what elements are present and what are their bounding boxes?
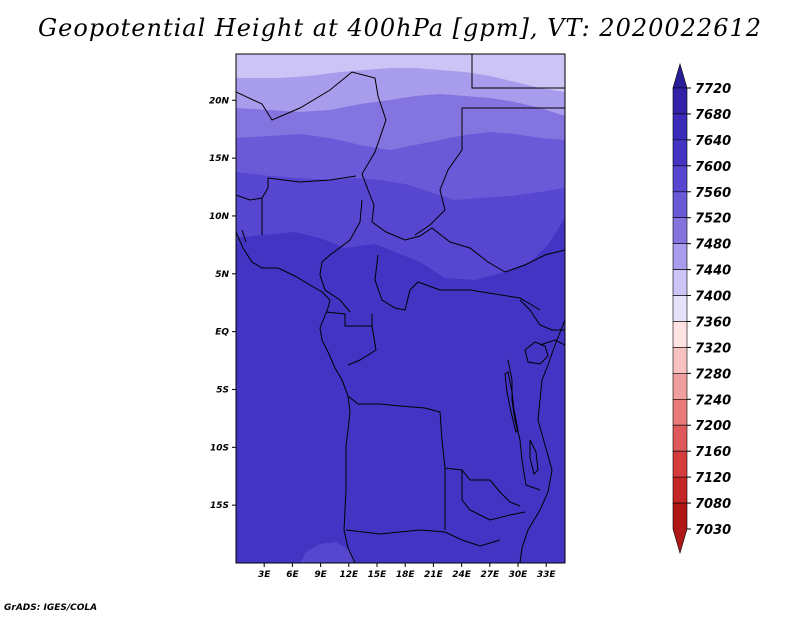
x-tick-label: 30E — [509, 570, 529, 580]
x-tick-label: 21E — [424, 570, 444, 580]
border-congo — [374, 254, 541, 311]
legend-swatch — [672, 269, 688, 296]
band-7600-south — [300, 542, 356, 563]
legend-label: 7120 — [695, 471, 731, 486]
border-drc-west — [347, 325, 377, 366]
x-tick-label: 33E — [537, 570, 557, 580]
legend-swatch — [672, 165, 688, 193]
legend-swatch — [672, 450, 688, 478]
lake-tanganyika — [504, 371, 519, 433]
y-axis: 20N 15N 10N 5N EQ 5S 10S 15S — [209, 96, 236, 511]
x-axis: 3E 6E 9E 12E 15E 18E 21E 24E 27E 30E 33E — [258, 563, 556, 580]
legend-swatch — [672, 87, 688, 115]
map-frame — [235, 53, 566, 564]
grads-credit: GrADS: IGES/COLA — [4, 603, 98, 613]
border-cameroon — [319, 199, 363, 313]
border-zambia — [461, 470, 526, 521]
legend-swatch — [672, 502, 688, 555]
y-tick-label: 5S — [216, 385, 229, 395]
x-tick-label: 27E — [480, 570, 500, 580]
band-7440 — [236, 54, 565, 92]
border-wafrica — [236, 178, 269, 201]
border-chad-east — [414, 108, 463, 236]
legend-label: 7440 — [695, 264, 731, 279]
legend-swatch — [672, 373, 688, 400]
legend-label: 7160 — [695, 445, 731, 460]
legend-swatch — [672, 217, 688, 244]
legend-label: 7560 — [695, 186, 731, 201]
legend-swatch — [672, 191, 688, 219]
legend-label: 7680 — [695, 108, 731, 123]
legend-label: 7320 — [695, 341, 731, 356]
legend-label: 7240 — [695, 393, 731, 408]
legend-label: 7520 — [695, 212, 731, 227]
legend-swatch — [672, 424, 688, 452]
y-tick-label: 10S — [210, 443, 229, 453]
coastline — [236, 231, 356, 563]
band-7600-lake — [440, 258, 456, 272]
legend-swatch — [672, 398, 688, 426]
lake-malawi — [529, 439, 539, 475]
x-tick-label: 15E — [368, 570, 388, 580]
legend-label: 7280 — [695, 367, 731, 382]
lake-victoria — [524, 341, 549, 365]
legend-label: 7360 — [695, 315, 731, 330]
y-tick-label: 10N — [209, 212, 230, 222]
y-tick-label: 15S — [210, 501, 229, 511]
legend-label: 7080 — [695, 497, 731, 512]
border-sahara — [236, 71, 387, 223]
lake-volta — [241, 229, 247, 243]
y-tick-label: 20N — [209, 96, 230, 106]
border-egypt — [471, 54, 565, 89]
contour-fill — [236, 54, 565, 563]
legend-swatch — [672, 476, 688, 504]
x-tick-label: 9E — [314, 570, 327, 580]
legend-label: 7030 — [695, 523, 731, 538]
x-tick-label: 24E — [452, 570, 472, 580]
border-kenya — [539, 339, 565, 346]
map-borders — [236, 54, 565, 563]
x-tick-label: 12E — [339, 570, 359, 580]
legend-swatch — [672, 62, 688, 89]
x-tick-label: 3E — [258, 570, 271, 580]
border-drc-south — [347, 395, 521, 507]
x-tick-label: 18E — [396, 570, 416, 580]
legend-label: 7600 — [695, 160, 731, 175]
legend-label: 7200 — [695, 419, 731, 434]
border-east-coast — [519, 319, 565, 563]
y-tick-label: 5N — [215, 270, 229, 280]
border-angola-south — [345, 529, 501, 547]
border-car — [371, 221, 565, 273]
border-gabon — [325, 311, 373, 327]
legend-label: 7400 — [695, 290, 731, 305]
legend-swatch — [672, 243, 688, 270]
legend-label: 7640 — [695, 134, 731, 149]
legend-swatch — [672, 113, 688, 141]
legend-label: 7480 — [695, 238, 731, 253]
x-tick-label: 6E — [286, 570, 299, 580]
chart-title: Geopotential Height at 400hPa [gpm], VT:… — [38, 14, 762, 42]
legend-label: 7720 — [695, 82, 731, 97]
y-tick-label: EQ — [215, 328, 229, 338]
border-niger-south — [267, 175, 357, 183]
colorbar-legend: 7720 7680 7640 7600 7560 7520 7480 7440 7400 7360… — [672, 62, 731, 555]
y-tick-label: 15N — [209, 154, 230, 164]
legend-swatch — [672, 139, 688, 167]
legend-swatch — [672, 321, 688, 348]
border-uganda — [519, 299, 565, 331]
legend-swatch — [672, 295, 688, 322]
legend-swatch — [672, 347, 688, 374]
